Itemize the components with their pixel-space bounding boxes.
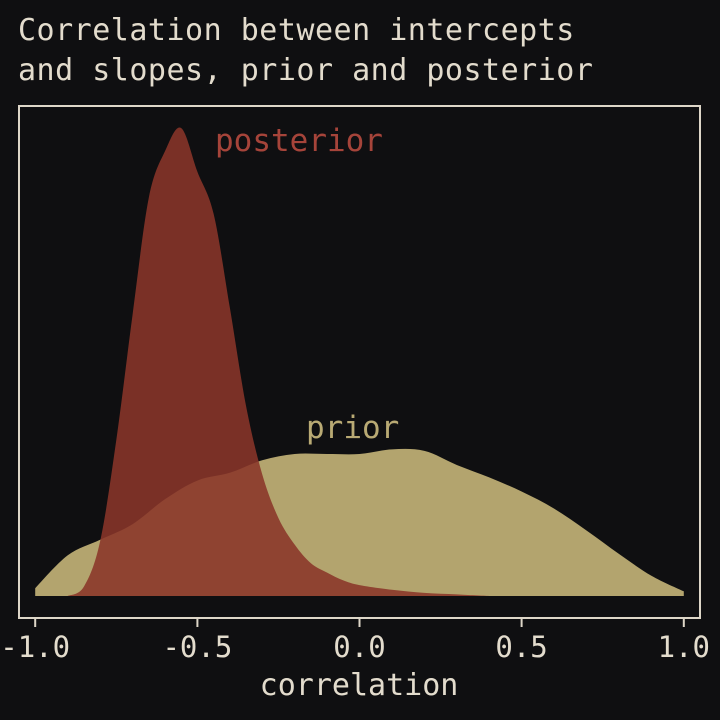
x-tick-label: -1.0 (0, 630, 70, 664)
x-tick-label: 0.5 (495, 630, 547, 664)
chart-title-line-2: and slopes, prior and posterior (18, 53, 593, 88)
density-areas (35, 127, 684, 596)
x-axis-label: correlation (260, 668, 459, 703)
series-label-posterior: posterior (215, 123, 383, 159)
density-area-posterior (67, 127, 490, 596)
x-tick-label: 0.0 (333, 630, 385, 664)
x-axis-ticks: -1.0 -0.5 0.0 0.5 1.0 (0, 618, 710, 664)
x-tick-label: -0.5 (162, 630, 232, 664)
x-tick-label: 1.0 (658, 630, 710, 664)
series-labels: prior posterior (215, 123, 399, 446)
series-label-prior: prior (306, 410, 399, 446)
chart-title-line-1: Correlation between intercepts (18, 13, 575, 48)
